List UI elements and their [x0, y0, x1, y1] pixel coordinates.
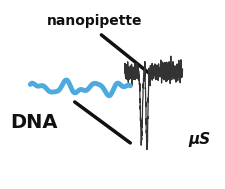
Text: DNA: DNA [10, 113, 58, 132]
Text: μS: μS [188, 132, 210, 147]
Text: nanopipette: nanopipette [47, 14, 142, 28]
